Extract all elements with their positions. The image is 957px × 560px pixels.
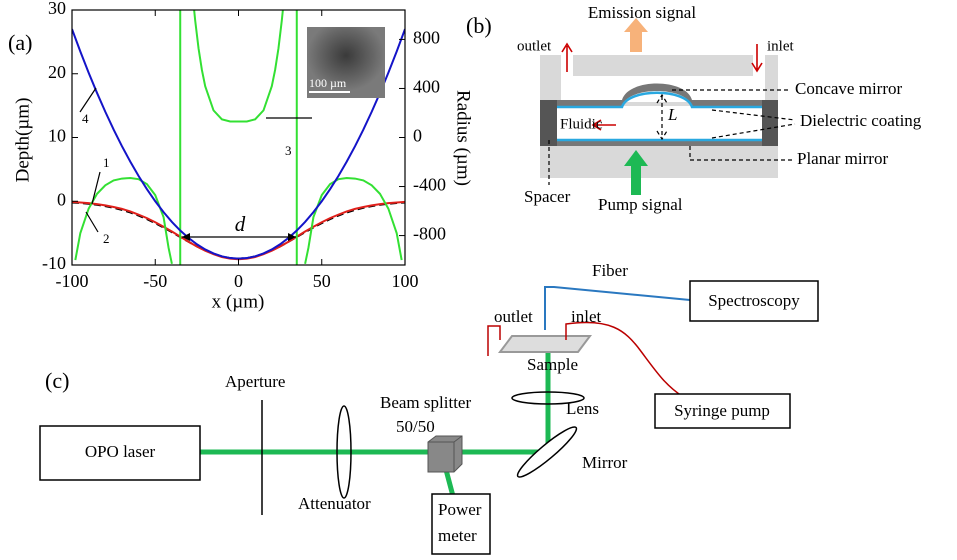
fiber <box>544 286 691 330</box>
inlet-label: inlet <box>571 307 601 326</box>
outlet-tube <box>487 325 501 356</box>
width-label: d <box>235 212 246 236</box>
spacer-label: Spacer <box>524 187 571 206</box>
y-tick-label: 30 <box>48 0 66 18</box>
sample-label: Sample <box>527 355 578 374</box>
outlet-label: outlet <box>517 38 552 54</box>
syringe-label: Syringe pump <box>674 401 770 420</box>
y2-tick-label: -800 <box>413 224 446 244</box>
length-arrow <box>656 93 668 141</box>
y2-tick-label: 400 <box>413 77 440 97</box>
x-tick-label: -50 <box>143 271 167 291</box>
outlet-channel <box>561 55 573 102</box>
syringe-box <box>654 393 791 429</box>
y-tick-label: -10 <box>42 253 66 273</box>
concave-mirror-label: Concave mirror <box>795 79 902 98</box>
leader <box>689 146 792 161</box>
curve-label: 1 <box>103 155 110 170</box>
splitter-label: Beam splitter <box>380 393 471 412</box>
y2-tick-label: 800 <box>413 28 440 48</box>
y-tick-label: 20 <box>48 62 66 82</box>
curve <box>74 10 403 264</box>
pump-arrow <box>624 150 648 195</box>
power-meter-label: meter <box>438 526 477 545</box>
sample <box>498 335 592 353</box>
plot-area <box>72 10 405 265</box>
inlet-channel <box>753 55 765 102</box>
concave-mirror <box>540 83 778 106</box>
attenuator <box>336 405 352 499</box>
mirror-label: Mirror <box>582 453 628 472</box>
curve-label: 3 <box>285 143 292 158</box>
outlet-arrow <box>561 42 573 72</box>
curve-leader <box>79 87 97 113</box>
curve <box>72 28 405 260</box>
panel-label: (b) <box>466 13 492 38</box>
mirror <box>516 426 578 478</box>
scale-label: 100 µm <box>309 76 347 90</box>
curve-label: 2 <box>103 231 110 246</box>
x-tick-label: 0 <box>234 271 243 291</box>
beam-splitter-edge <box>428 435 463 472</box>
split-ratio: 50/50 <box>396 417 435 436</box>
emission-label: Emission signal <box>588 3 696 22</box>
y2-tick-label: -400 <box>413 175 446 195</box>
spacer <box>762 100 778 146</box>
panel-label: (a) <box>8 30 32 55</box>
y-axis-label: Depth(µm) <box>12 98 33 183</box>
curve-leader <box>91 171 101 205</box>
x-tick-label: 50 <box>313 271 331 291</box>
leader <box>711 109 796 139</box>
y-tick-label: 0 <box>57 189 66 209</box>
spacer <box>540 100 557 146</box>
inlet-label: inlet <box>767 38 794 54</box>
pump-label: Pump signal <box>598 195 683 214</box>
coating-label: Dielectric coating <box>800 111 922 130</box>
lens <box>511 391 585 405</box>
fiber-label: Fiber <box>592 261 628 280</box>
inlet-tube <box>565 321 683 397</box>
inlet-arrow <box>751 44 763 73</box>
length-label: L <box>667 105 677 124</box>
laser-box <box>39 425 201 481</box>
curve-leader <box>85 211 99 233</box>
planar-mirror <box>557 140 762 146</box>
spectroscopy-label: Spectroscopy <box>708 291 800 310</box>
x-axis-label: x (µm) <box>212 291 265 312</box>
attenuator-label: Attenuator <box>298 494 371 513</box>
aperture-label: Aperture <box>225 372 285 391</box>
laser-label: OPO laser <box>85 442 156 461</box>
fluid-arrow <box>591 119 616 131</box>
spectroscopy-box <box>689 280 819 322</box>
x-tick-label: 100 <box>392 271 419 291</box>
y-tick-label: 10 <box>48 126 66 146</box>
curve-label: 4 <box>82 111 89 126</box>
power-meter-box <box>431 493 491 555</box>
fluidic-label: Fluidic <box>560 116 603 132</box>
lens-label: Lens <box>566 399 599 418</box>
beam-splitter <box>427 435 463 473</box>
planar-mirror-label: Planar mirror <box>797 149 888 168</box>
outlet-label: outlet <box>494 307 533 326</box>
emission-arrow <box>624 18 648 52</box>
y2-tick-label: 0 <box>413 126 422 146</box>
inset-image <box>307 27 385 98</box>
y2-axis-label: Radius (µm) <box>453 90 474 186</box>
coating <box>557 91 762 109</box>
x-tick-label: -100 <box>56 271 89 291</box>
power-meter-label: Power <box>438 500 482 519</box>
panel-label: (c) <box>45 368 69 393</box>
